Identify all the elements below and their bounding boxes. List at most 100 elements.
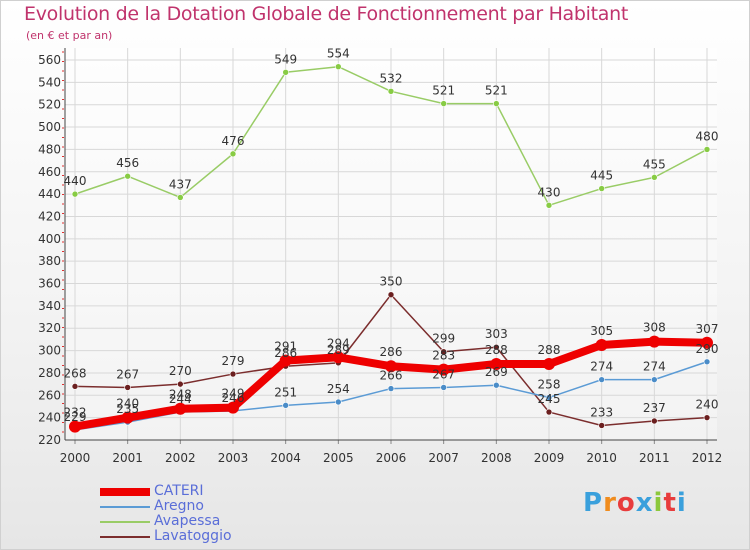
y-tick-label: 400: [38, 232, 61, 246]
data-point-avapessa: [703, 146, 711, 153]
data-label-cateri: 232: [64, 406, 87, 420]
data-point-cateri: [121, 411, 134, 424]
data-point-avapessa: [124, 172, 131, 180]
data-label-avapessa: 554: [327, 47, 350, 61]
chart-subtitle: (en € et par an): [26, 29, 113, 42]
data-point-cateri: [437, 363, 450, 376]
data-point-cateri: [648, 335, 661, 348]
data-point-lavatoggio: [229, 370, 237, 378]
y-tick-label: 500: [38, 120, 61, 134]
data-label-lavatoggio: 233: [590, 405, 613, 419]
data-point-lavatoggio: [545, 408, 553, 416]
data-point-lavatoggio: [387, 291, 395, 299]
data-point-avapessa: [387, 87, 395, 95]
data-point-cateri: [701, 336, 713, 349]
data-label-cateri: 283: [432, 349, 455, 363]
x-tick-label: 2000: [60, 451, 91, 465]
data-point-cateri: [69, 420, 81, 433]
data-point-aregno: [651, 376, 658, 383]
data-label-aregno: 267: [432, 367, 455, 381]
y-tick-label: 420: [38, 209, 61, 223]
data-point-cateri: [385, 360, 397, 373]
data-point-aregno: [598, 376, 605, 383]
y-tick-label: 480: [38, 142, 61, 156]
legend-item-cateri: CATERI: [100, 484, 232, 499]
legend-item-aregno: Aregno: [100, 499, 232, 514]
data-point-lavatoggio: [440, 348, 447, 356]
data-label-lavatoggio: 303: [485, 327, 508, 341]
data-point-aregno: [282, 402, 289, 409]
data-label-lavatoggio: 245: [538, 392, 561, 406]
data-point-lavatoggio: [651, 417, 658, 425]
data-point-avapessa: [282, 68, 289, 76]
data-label-avapessa: 480: [696, 129, 719, 143]
data-label-aregno: 229: [64, 410, 87, 424]
data-point-aregno: [387, 385, 395, 392]
data-point-cateri: [543, 358, 555, 370]
y-tick-label: 520: [38, 98, 61, 112]
data-label-lavatoggio: 289: [327, 343, 350, 357]
logo-letter: o: [616, 488, 636, 518]
x-tick-label: 2008: [481, 451, 512, 465]
data-label-avapessa: 521: [485, 84, 508, 98]
data-point-avapessa: [177, 194, 184, 201]
x-tick-label: 2002: [165, 451, 196, 465]
data-label-cateri: 291: [274, 340, 297, 354]
legend-label-avapessa: Avapessa: [154, 513, 221, 529]
data-label-lavatoggio: 286: [274, 346, 297, 360]
y-tick-label: 220: [38, 433, 61, 447]
data-label-cateri: 288: [485, 343, 508, 357]
data-label-cateri: 308: [643, 321, 666, 335]
legend-label-cateri: CATERI: [154, 483, 204, 499]
y-tick-label: 460: [38, 165, 61, 179]
x-tick-label: 2011: [639, 451, 670, 465]
data-point-cateri: [279, 354, 292, 367]
data-label-avapessa: 440: [64, 174, 87, 188]
data-point-avapessa: [493, 100, 500, 107]
data-label-cateri: 240: [116, 397, 139, 411]
data-point-lavatoggio: [598, 422, 605, 429]
data-point-avapessa: [335, 63, 342, 71]
data-label-aregno: 274: [590, 360, 613, 374]
data-label-lavatoggio: 267: [116, 367, 139, 381]
logo-letter: P: [583, 488, 604, 518]
legend-swatch-cateri: [100, 487, 150, 496]
data-label-cateri: 249: [222, 387, 245, 401]
x-tick-label: 2005: [323, 451, 354, 465]
data-label-avapessa: 521: [432, 84, 455, 98]
data-label-lavatoggio: 270: [169, 364, 192, 378]
y-tick-label: 280: [38, 366, 61, 380]
y-tick-label: 380: [38, 254, 61, 268]
data-label-lavatoggio: 350: [380, 275, 403, 289]
data-point-aregno: [335, 398, 342, 406]
data-label-avapessa: 437: [169, 177, 192, 191]
data-point-cateri: [174, 402, 187, 415]
data-label-aregno: 274: [643, 360, 666, 374]
legend-swatch-avapessa: [100, 520, 150, 523]
x-tick-label: 2003: [218, 451, 249, 465]
x-tick-label: 2001: [112, 451, 143, 465]
data-point-lavatoggio: [493, 343, 500, 351]
y-tick-label: 340: [38, 299, 61, 313]
legend-label-lavatoggio: Lavatoggio: [154, 528, 232, 544]
data-label-avapessa: 455: [643, 157, 666, 171]
data-point-aregno: [545, 394, 553, 401]
data-label-aregno: 290: [696, 342, 719, 356]
proxiti-logo: Proxiti: [583, 488, 687, 518]
data-label-aregno: 246: [222, 391, 245, 405]
y-tick-label: 560: [38, 53, 61, 67]
y-tick-label: 260: [38, 388, 61, 402]
data-point-avapessa: [71, 190, 79, 198]
legend-label-aregno: Aregno: [154, 498, 204, 514]
data-point-lavatoggio: [703, 414, 711, 421]
data-point-avapessa: [440, 100, 447, 107]
legend-swatch-lavatoggio: [100, 535, 150, 538]
data-label-lavatoggio: 268: [64, 366, 87, 380]
data-label-avapessa: 445: [590, 169, 613, 183]
data-point-avapessa: [651, 174, 658, 181]
logo-letter: r: [603, 488, 617, 518]
data-point-aregno: [703, 358, 711, 366]
legend-swatch-aregno: [100, 505, 150, 508]
data-label-cateri: 248: [169, 388, 192, 402]
y-tick-label: 360: [38, 277, 61, 291]
